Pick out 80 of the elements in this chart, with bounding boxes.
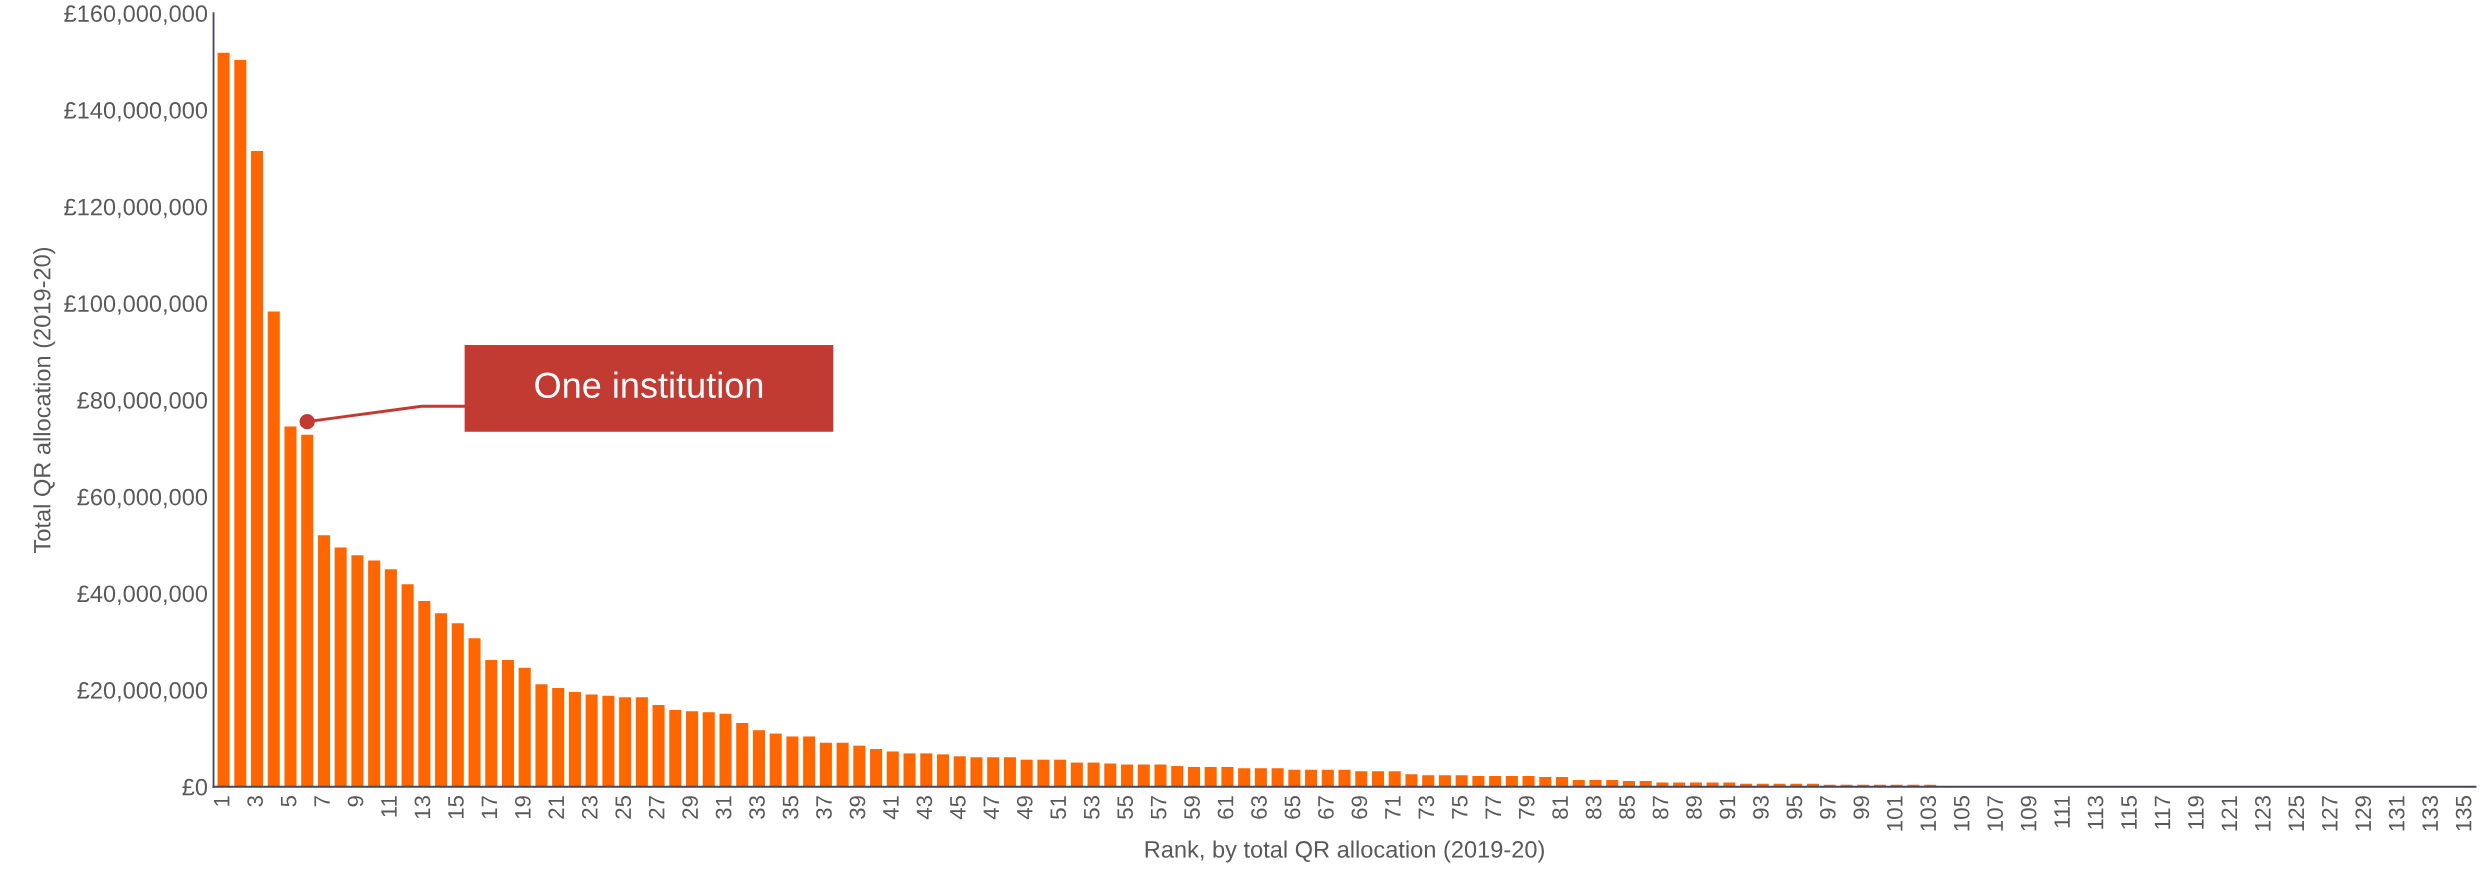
x-tick-label: 51 [1050, 796, 1067, 819]
x-tick-label: 45 [950, 796, 966, 820]
y-tick-label: £20,000,000 [77, 682, 208, 702]
x-tick-label: 61 [1217, 796, 1234, 819]
x-tick-label: 99 [1853, 796, 1870, 819]
x-tick-label: 135 [2455, 796, 2472, 831]
x-tick-label: 95 [1786, 796, 1803, 819]
x-axis-title: Rank, by total QR allocation (2019-20) [1145, 840, 1544, 863]
x-tick-label: 13 [414, 796, 431, 819]
x-tick-label: 125 [2288, 796, 2305, 831]
x-tick-label: 107 [1987, 796, 2004, 831]
x-tick-label: 43 [916, 796, 933, 820]
x-tick-label: 21 [548, 796, 564, 819]
x-tick-label: 27 [648, 796, 665, 819]
y-tick-label: £60,000,000 [77, 488, 208, 509]
x-tick-label: 77 [1485, 796, 1501, 819]
x-tick-label: 59 [1184, 796, 1200, 819]
y-tick-label: £40,000,000 [77, 585, 208, 605]
x-tick-label: 81 [1552, 796, 1569, 819]
x-tick-label: 53 [1083, 796, 1100, 819]
x-tick-label: 63 [1251, 796, 1267, 819]
x-tick-label: 109 [2020, 796, 2037, 831]
x-tick-label: 103 [1920, 796, 1937, 831]
x-tick-label: 49 [1016, 796, 1033, 820]
x-tick-label: 121 [2221, 796, 2238, 831]
x-tick-label: 127 [2321, 796, 2338, 831]
x-tick-label: 117 [2154, 796, 2171, 829]
x-tick-label: 93 [1753, 796, 1769, 819]
annotation: One institution [535, 371, 763, 399]
x-tick-label: 19 [514, 796, 531, 819]
x-tick-label: 119 [2188, 796, 2204, 829]
x-tick-label: 39 [849, 796, 866, 819]
x-tick-label: 33 [749, 796, 765, 819]
x-tick-label: 83 [1585, 796, 1602, 819]
x-tick-label: 37 [816, 796, 832, 819]
x-tick-label: 123 [2254, 796, 2271, 831]
y-tick-label: £120,000,000 [64, 198, 208, 219]
x-tick-label: 85 [1619, 796, 1635, 819]
x-tick-label: 55 [1117, 796, 1134, 819]
x-tick-label: 113 [2087, 796, 2104, 829]
x-tick-label: 89 [1686, 796, 1702, 819]
x-tick-label: 69 [1351, 796, 1368, 819]
x-tick-label: 79 [1518, 796, 1535, 819]
x-tick-label: 31 [715, 796, 732, 819]
x-tick-label: 97 [1819, 796, 1836, 819]
x-tick-label: 15 [448, 796, 464, 819]
x-tick-label: 25 [615, 796, 632, 819]
x-tick-label: 129 [2355, 796, 2372, 831]
x-tick-label: 3 [247, 796, 263, 807]
x-tick-label: 41 [883, 796, 899, 820]
x-tick-label: 47 [983, 796, 999, 820]
y-tick-label: £100,000,000 [64, 295, 208, 315]
y-tick-label: £80,000,000 [77, 392, 208, 412]
x-tick-label: 75 [1452, 796, 1468, 819]
x-tick-label: 71 [1385, 796, 1401, 819]
x-tick-label: 29 [682, 796, 699, 819]
x-tick-label: 7 [314, 796, 330, 807]
x-tick-label: 115 [2121, 796, 2137, 829]
y-tick-label: £140,000,000 [64, 101, 208, 122]
x-tick-label: 57 [1150, 796, 1167, 819]
x-tick-label: 101 [1886, 796, 1903, 831]
x-tick-label: 11 [381, 796, 397, 817]
x-tick-label: 9 [347, 796, 364, 807]
x-tick-label: 17 [481, 796, 498, 819]
x-tick-label: 131 [2388, 796, 2405, 831]
x-tick-label: 5 [280, 796, 297, 807]
x-tick-label: 133 [2422, 796, 2439, 831]
x-tick-label: 67 [1318, 796, 1334, 819]
x-tick-label: 35 [782, 796, 799, 819]
x-tick-label: 91 [1719, 796, 1736, 819]
x-tick-label: 73 [1418, 796, 1435, 819]
y-axis-title: Total QR allocation (2019-20) [33, 247, 56, 553]
y-tick-label: £0 [182, 778, 208, 796]
y-tick-label: £160,000,000 [64, 5, 208, 25]
x-tick-label: 1 [214, 796, 230, 806]
x-tick-label: 65 [1284, 796, 1301, 819]
x-tick-label: 105 [1953, 796, 1970, 831]
x-tick-label: 23 [581, 796, 598, 819]
x-tick-label: 111 [2054, 796, 2070, 828]
x-tick-label: 87 [1652, 796, 1669, 819]
